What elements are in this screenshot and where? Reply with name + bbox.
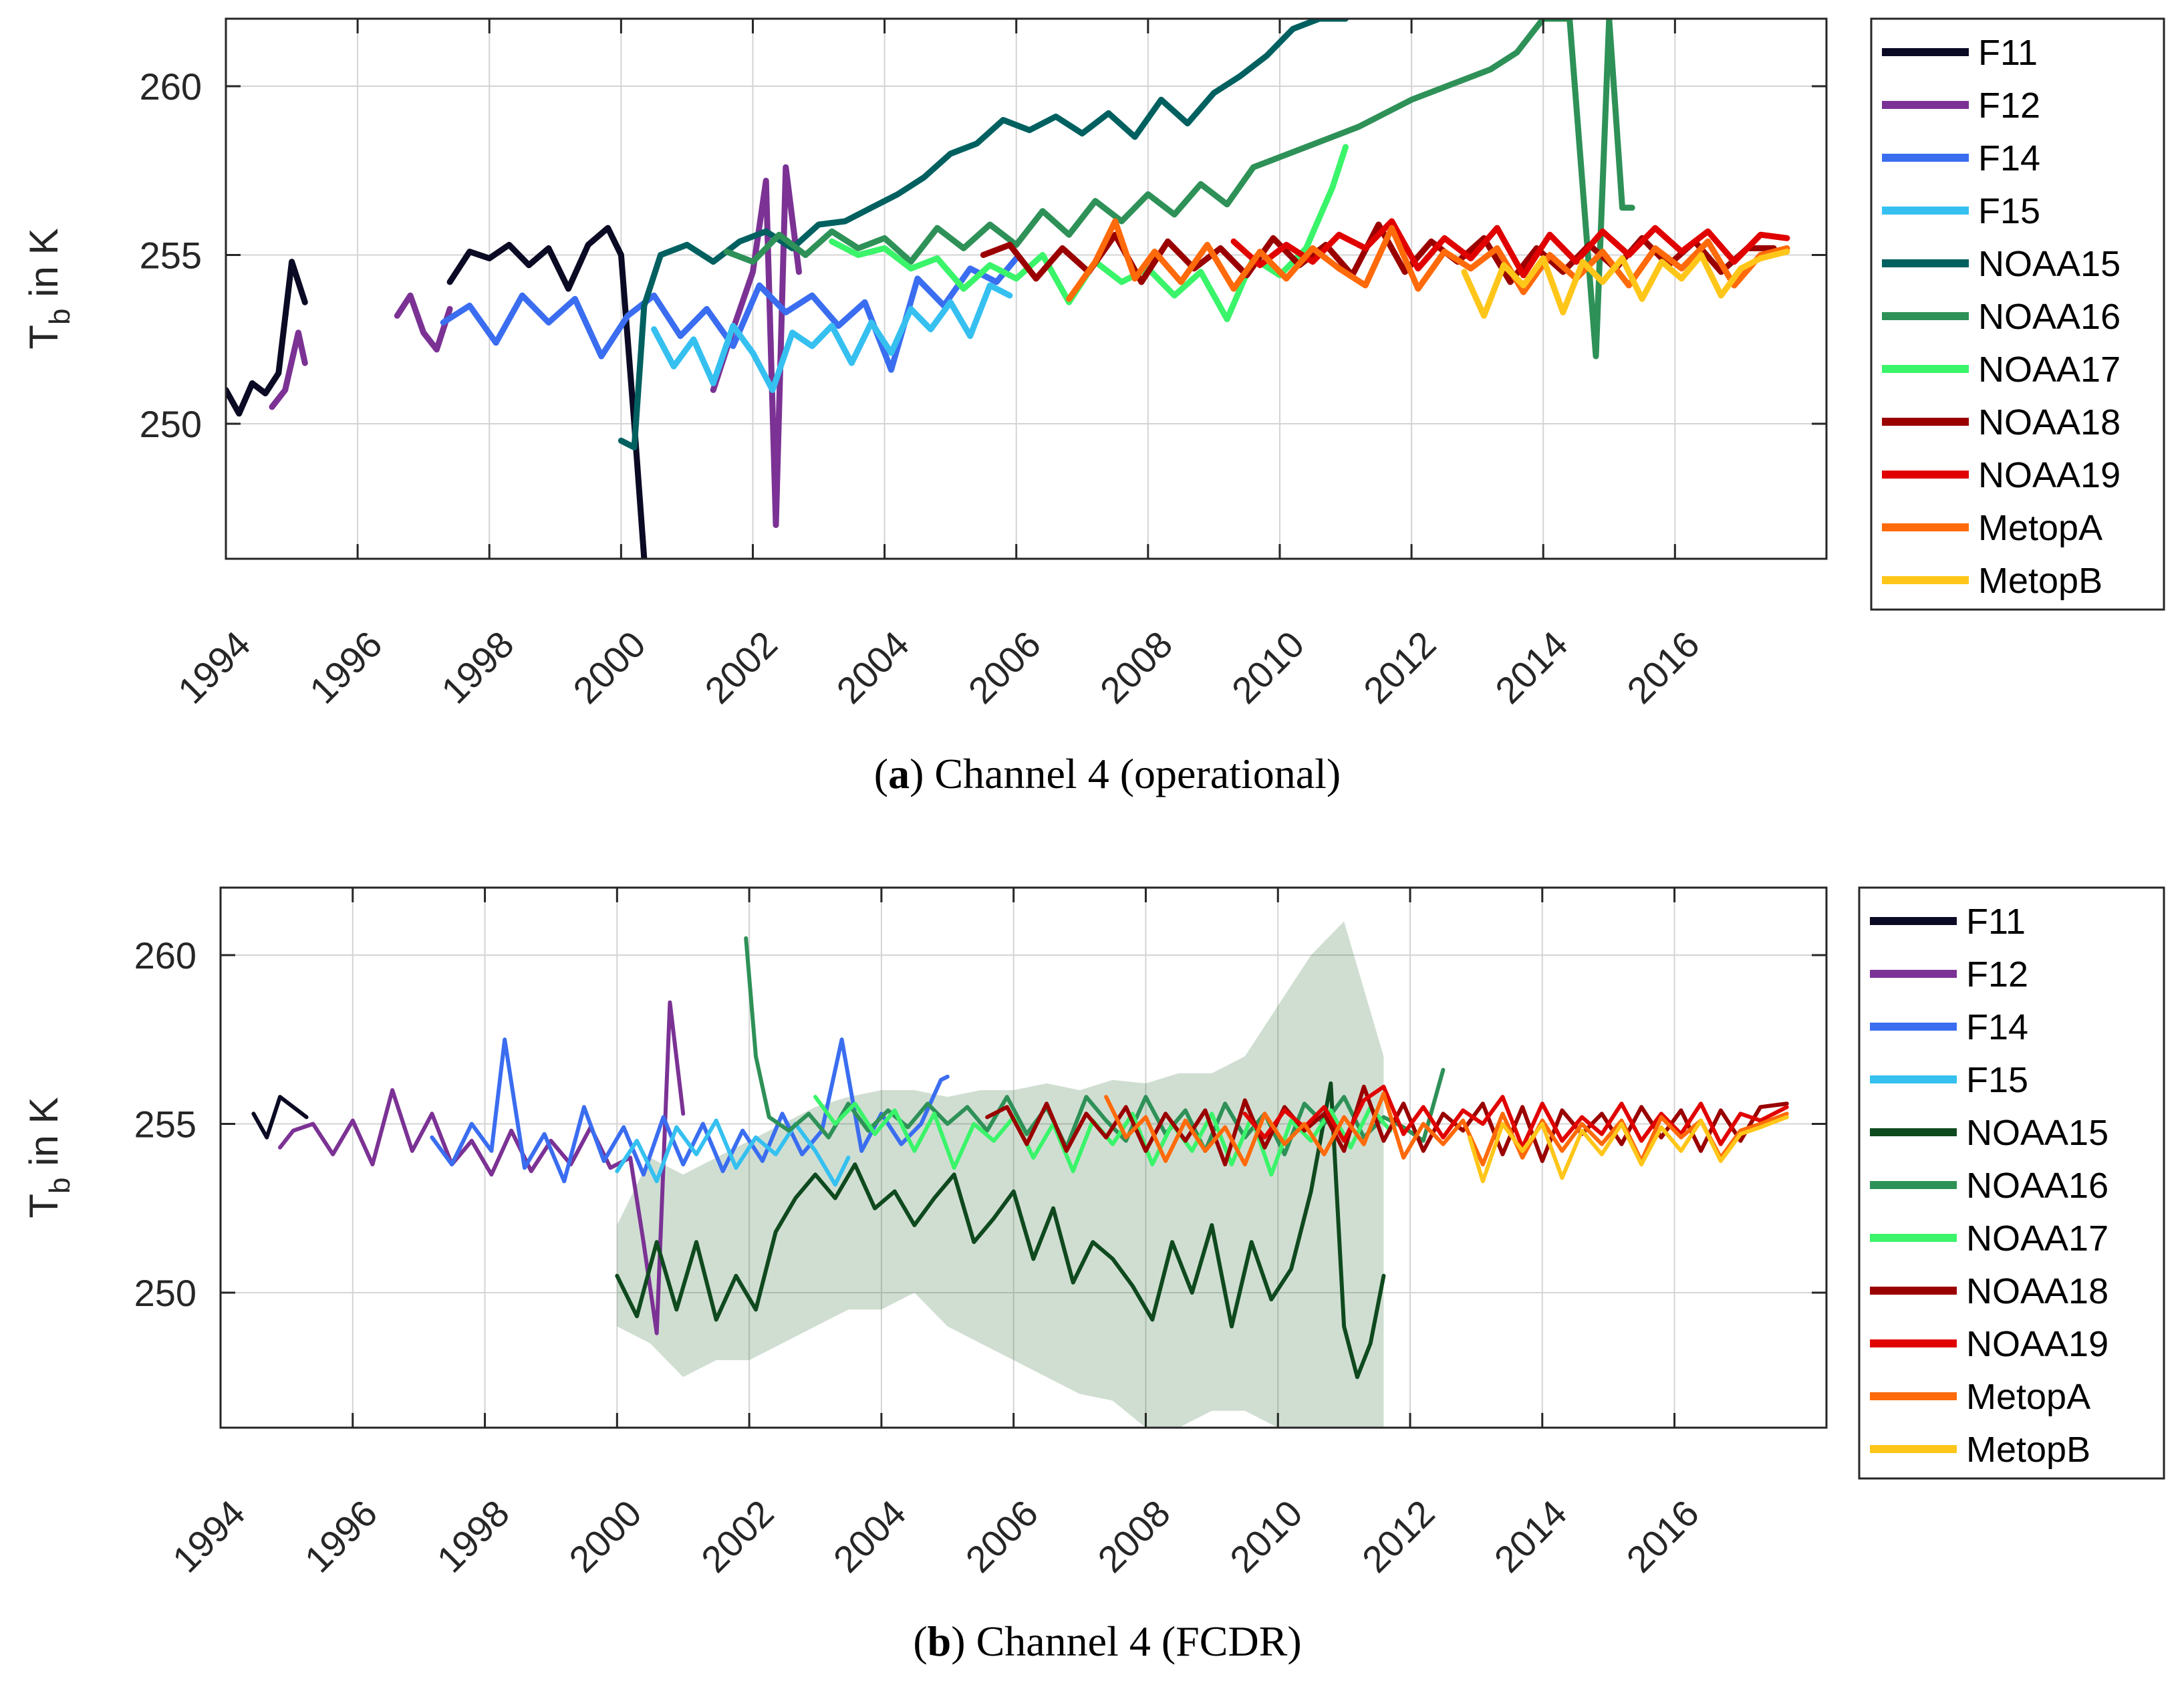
ytick-label-260: 260 xyxy=(134,934,196,977)
axes-box-b xyxy=(219,886,1828,1429)
series-line-noaa16-8 xyxy=(723,19,1635,360)
ytick-label-250: 250 xyxy=(140,403,202,445)
legend-label-noaa17: NOAA17 xyxy=(1966,1218,2108,1259)
series-line-f12-3 xyxy=(394,292,453,353)
series-line-metopb-10 xyxy=(1468,1115,1789,1184)
legend-label-noaa15: NOAA15 xyxy=(1978,244,2121,284)
legend-label-f12: F12 xyxy=(1978,86,2040,126)
series-line-noaa19-8 xyxy=(1242,1084,1789,1150)
ytick-label-255: 255 xyxy=(140,235,202,277)
caption-b-label: b xyxy=(928,1617,952,1665)
series-line-f15-6 xyxy=(651,282,1013,393)
series-line-f12-1 xyxy=(278,1000,686,1335)
legend-label-metopb: MetopB xyxy=(1966,1430,2090,1470)
legend-label-metopa: MetopA xyxy=(1978,508,2102,548)
series-line-f14-5 xyxy=(440,255,1020,373)
series-line-f11-0 xyxy=(251,1095,309,1140)
series-line-noaa18-7 xyxy=(985,1084,1789,1167)
legend-label-noaa15: NOAA15 xyxy=(1966,1113,2108,1153)
legend-label-f14: F14 xyxy=(1966,1007,2028,1047)
legend-a: F11 F12 F14 F15 NOAA15 NOAA16 NOAA17 NOAA18 NOAA… xyxy=(1870,17,2165,611)
legend-label-f15: F15 xyxy=(1966,1060,2028,1100)
legend-label-f11: F11 xyxy=(1978,33,2038,73)
legend-label-noaa19: NOAA19 xyxy=(1978,455,2121,495)
ytick-label-260: 260 xyxy=(140,66,202,108)
series-line-f15-3 xyxy=(615,1118,851,1187)
series-line-f11-1 xyxy=(446,225,648,559)
legend-label-noaa17: NOAA17 xyxy=(1978,350,2121,390)
series-line-noaa15-7 xyxy=(618,19,1349,450)
legend-label-f11: F11 xyxy=(1966,902,2026,942)
ylabel-rest: in K xyxy=(21,1097,66,1177)
plot-area-b xyxy=(251,921,1789,1428)
ytick-label-255: 255 xyxy=(134,1104,196,1146)
series-line-f11-0 xyxy=(226,259,308,417)
series-line-noaa15-4 xyxy=(615,1081,1386,1380)
legend-label-metopa: MetopA xyxy=(1966,1377,2090,1417)
series-line-f12-2 xyxy=(269,330,308,410)
ylabel-b: Tb in K xyxy=(21,1097,76,1218)
series-line-noaa19-11 xyxy=(1230,218,1790,279)
ylabel-subscript: b xyxy=(43,308,76,324)
ylabel-subscript: b xyxy=(43,1177,76,1193)
caption-a-text: Channel 4 (operational) xyxy=(924,750,1341,797)
series-line-metopa-12 xyxy=(1066,218,1790,302)
axes-box-a xyxy=(225,17,1828,560)
plot-area-a xyxy=(226,19,1790,559)
legend-label-noaa16: NOAA16 xyxy=(1966,1166,2108,1206)
legend-label-f12: F12 xyxy=(1966,954,2028,995)
caption-b-text: Channel 4 (FCDR) xyxy=(966,1617,1302,1665)
ylabel-main: T xyxy=(21,325,66,350)
caption-b: (b) Channel 4 (FCDR) xyxy=(913,1617,1301,1665)
ylabel-a: Tb in K xyxy=(21,228,76,349)
legend-label-noaa19: NOAA19 xyxy=(1966,1324,2108,1364)
caption-a: (a) Channel 4 (operational) xyxy=(874,750,1341,797)
ylabel-main: T xyxy=(21,1194,66,1218)
legend-label-noaa16: NOAA16 xyxy=(1978,297,2121,337)
legend-label-f14: F14 xyxy=(1978,138,2040,178)
legend-label-f15: F15 xyxy=(1978,191,2040,231)
ylabel-rest: in K xyxy=(21,228,66,308)
series-line-metopa-9 xyxy=(1104,1091,1789,1167)
series-line-metopb-13 xyxy=(1461,249,1790,319)
legend-b: F11 F12 F14 F15 NOAA15 NOAA16 NOAA17 NOAA18 NOAA… xyxy=(1858,886,2165,1480)
legend-label-metopb: MetopB xyxy=(1978,561,2102,601)
uncertainty-band-noaa15 xyxy=(617,921,1384,1428)
caption-a-label: a xyxy=(888,750,910,797)
legend-label-noaa18: NOAA18 xyxy=(1966,1271,2108,1311)
legend-label-noaa18: NOAA18 xyxy=(1978,402,2121,442)
ytick-label-250: 250 xyxy=(134,1272,196,1314)
